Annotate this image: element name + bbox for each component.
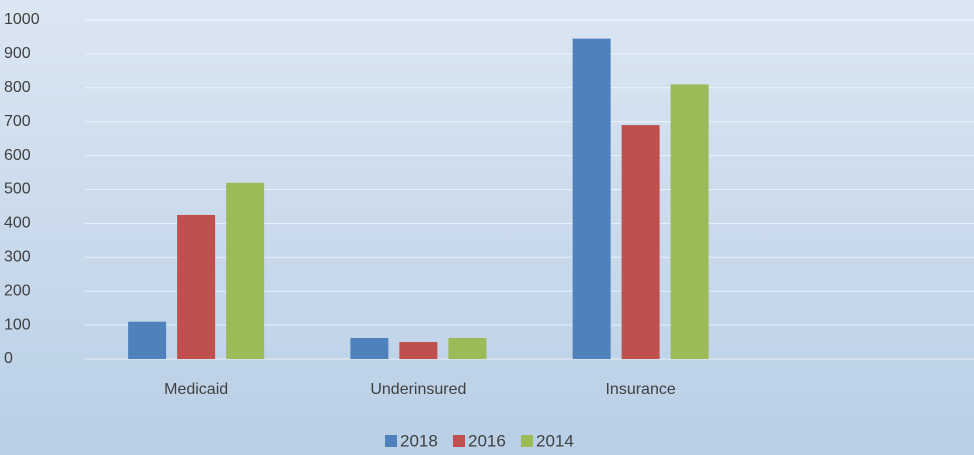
x-tick-label: Medicaid (164, 381, 228, 398)
bar (226, 182, 265, 359)
legend-swatch (385, 435, 397, 447)
legend-label: 2014 (536, 431, 574, 450)
legend-swatch (453, 435, 465, 447)
y-tick-label: 100 (4, 316, 31, 333)
legend-label: 2016 (468, 431, 506, 450)
y-tick-label: 0 (4, 350, 13, 367)
y-tick-label: 200 (4, 282, 31, 299)
y-tick-label: 800 (4, 79, 31, 96)
bar (670, 84, 709, 359)
y-tick-label: 500 (4, 181, 31, 198)
x-tick-label: Underinsured (370, 381, 466, 398)
y-tick-label: 900 (4, 45, 31, 62)
bar (177, 214, 216, 359)
y-tick-label: 1000 (4, 11, 40, 28)
bar (128, 321, 167, 359)
bar (448, 337, 487, 359)
x-tick-label: Insurance (605, 381, 675, 398)
bar (350, 337, 389, 359)
bar (572, 38, 611, 360)
legend-swatch (521, 435, 533, 447)
legend-label: 2018 (400, 431, 438, 450)
bar (399, 342, 438, 359)
y-tick-label: 300 (4, 249, 31, 266)
y-tick-label: 700 (4, 113, 31, 130)
y-tick-label: 400 (4, 215, 31, 232)
bar (621, 125, 660, 359)
y-tick-label: 600 (4, 147, 31, 164)
